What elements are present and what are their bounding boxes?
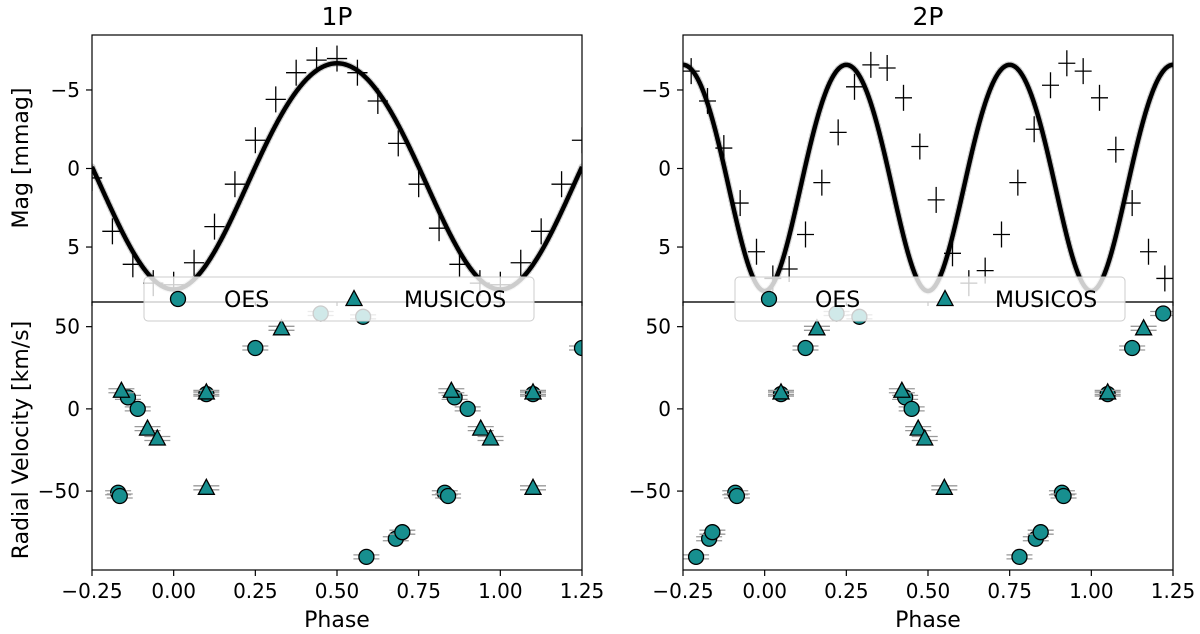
left-radial-velocity-y-tick-label: 50 [55,315,80,339]
right-radial-velocity-musicos-point [1134,318,1153,336]
left-radial-velocity-musicos-point [272,318,291,336]
left-radial-velocity-musicos-point [138,418,157,436]
left-light-curve-panel: −5 0 5 1P [51,2,583,306]
right-radial-velocity-panel: −50 0 50 −0.25 0.00 0.25 0.50 0.75 1.00 1.25 Phase… [629,276,1196,633]
left-radial-velocity-x-tick-label: 1.25 [560,579,605,603]
right-radial-velocity-y-tick-label: −50 [629,479,671,503]
right-radial-velocity-musicos-point [1098,382,1117,400]
right-radial-velocity-oes-point [797,339,814,357]
right-radial-velocity-oes-point [903,400,920,418]
left-radial-velocity-legend: OES MUSICOS [143,276,535,322]
left-radial-velocity-y-tick-label: 0 [67,397,80,421]
right-radial-velocity-x-tick-label: 1.00 [1069,579,1114,603]
right-radial-velocity-x-tick-label: 0.25 [824,579,869,603]
right-light-curve-y-tick-label: −5 [642,78,671,102]
left-radial-velocity-y-tick-label: −50 [38,479,80,503]
left-light-curve-model-curve [92,61,582,292]
left-radial-velocity-musicos-point [523,382,543,400]
left-radial-velocity-x-tick-label: 0.75 [396,579,441,603]
right-radial-velocity-musicos-point [892,380,911,398]
left-radial-velocity-musicos-point [112,380,131,398]
right-radial-velocity-legend-musicos-label: MUSICOS [995,288,1097,313]
right-radial-velocity-legend-musicos-marker [935,289,955,307]
left-radial-velocity-content [105,305,582,565]
right-radial-velocity-x-tick-label: 0.50 [906,579,951,603]
left-radial-velocity-legend-musicos-label: MUSICOS [404,288,506,313]
left-radial-velocity-musicos-point [197,477,216,495]
right-radial-velocity-y-tick-label: 50 [646,315,671,339]
right-radial-velocity-musicos-point [909,418,928,436]
right-radial-velocity-oes-point [728,487,746,505]
left-radial-velocity-oes-point [573,339,582,357]
left-radial-velocity-oes-point [394,524,411,541]
right-radial-velocity-legend-oes-marker [760,290,778,308]
left-radial-velocity-legend-box [143,276,535,322]
left-radial-velocity-oes-point [247,339,264,357]
right-radial-velocity-oes-point [1155,305,1172,322]
left-light-curve-title: 1P [322,2,353,31]
left-radial-velocity-oes-point [439,487,457,505]
left-radial-velocity-musicos-point [148,428,167,446]
right-radial-velocity-x-label: Phase [895,608,961,633]
right-radial-velocity-musicos-point [771,382,791,400]
right-radial-velocity-oes-point [687,548,705,565]
right-light-curve-content [683,50,1173,297]
left-radial-velocity-x-tick-label: 0.50 [315,579,360,603]
left-radial-velocity-musicos-point [471,418,490,436]
left-radial-velocity-oes-point [459,400,476,418]
right-radial-velocity-legend-box [734,276,1126,322]
right-radial-velocity-oes-point [1011,548,1028,565]
left-radial-velocity-x-tick-label: 0.00 [151,579,196,603]
right-radial-velocity-musicos-point [807,318,827,336]
right-radial-velocity-oes-point [704,524,721,541]
right-radial-velocity-x-tick-label: −0.25 [652,579,713,603]
right-light-curve-y-tick-label: 5 [658,235,671,259]
right-radial-velocity-legend-oes-label: OES [815,288,860,313]
left-light-curve-frame [91,34,583,303]
right-radial-velocity-y-tick-label: 0 [658,397,671,421]
right-radial-velocity-musicos-point [915,428,934,446]
left-radial-velocity-x-tick-label: 1.00 [478,579,523,603]
left-radial-velocity-musicos-point [442,380,461,398]
light-curve-y-label: Mag [mmag] [9,88,34,229]
right-radial-velocity-content [683,305,1173,565]
left-light-curve-photometry-scatter [92,59,582,293]
left-radial-velocity-oes-point [358,548,375,565]
right-radial-velocity-legend: OES MUSICOS [734,276,1126,322]
right-radial-velocity-x-tick-label: 0.00 [742,579,787,603]
left-light-curve-y-tick-label: 0 [67,157,80,181]
radial-velocity-y-label: Radial Velocity [km/s] [9,321,34,559]
left-radial-velocity-oes-point [111,487,128,505]
left-radial-velocity-legend-oes-marker [169,290,187,308]
left-radial-velocity-musicos-point [523,477,543,495]
left-radial-velocity-panel: −50 0 50 −0.25 0.00 0.25 0.50 0.75 1.00 1.25 Phase… [38,276,605,633]
right-light-curve-y-tick-label: 0 [658,157,671,181]
left-radial-velocity-oes-point [129,400,146,418]
left-radial-velocity-musicos-point [197,382,216,400]
right-light-curve-panel: −5 0 5 2P [642,2,1174,306]
left-radial-velocity-x-label: Phase [304,608,370,633]
right-radial-velocity-musicos-point [935,477,954,495]
right-radial-velocity-x-tick-label: 0.75 [987,579,1032,603]
right-light-curve-title: 2P [913,2,944,31]
left-light-curve-content [92,45,582,298]
left-radial-velocity-musicos-point [481,428,500,446]
left-radial-velocity-x-tick-label: 0.25 [233,579,278,603]
right-radial-velocity-oes-point [1032,524,1049,541]
right-radial-velocity-oes-point [1055,487,1072,505]
right-radial-velocity-oes-point [1124,339,1141,357]
left-radial-velocity-legend-musicos-marker [344,289,364,307]
left-light-curve-y-tick-label: −5 [51,78,80,102]
left-light-curve-y-tick-label: 5 [67,235,80,259]
left-radial-velocity-legend-oes-label: OES [224,288,269,313]
right-radial-velocity-x-tick-label: 1.25 [1151,579,1196,603]
left-radial-velocity-x-tick-label: −0.25 [61,579,122,603]
